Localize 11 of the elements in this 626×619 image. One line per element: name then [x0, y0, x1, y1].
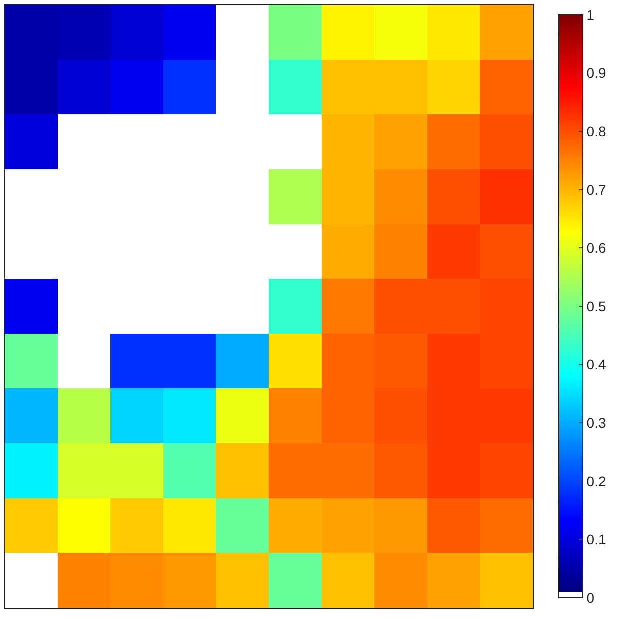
color-bar-label: 0.6: [586, 240, 606, 256]
color-bar-label: 0.4: [586, 356, 606, 373]
color-bar-label: 0.3: [586, 415, 606, 431]
color-bar-label: 0.8: [586, 124, 606, 140]
color-bar-label: 0.2: [586, 473, 606, 490]
color-bar-label: 0.1: [586, 532, 606, 548]
color-bar-label: 1: [586, 6, 595, 23]
color-bar-label: 0.7: [586, 182, 606, 198]
color-bar-label: 0.5: [586, 298, 606, 314]
color-bar-label: 0: [586, 590, 595, 606]
color-bar-label: 0.9: [586, 65, 606, 82]
